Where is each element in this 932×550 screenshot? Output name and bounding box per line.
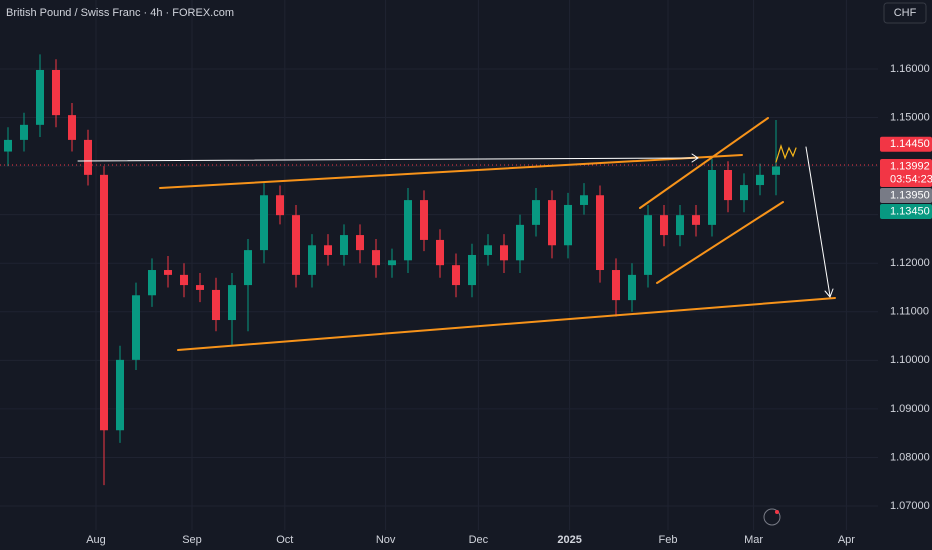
candle-body <box>292 215 300 275</box>
candle-body <box>308 245 316 275</box>
candle-body <box>676 215 684 236</box>
candle-body <box>756 174 764 186</box>
x-tick-label: Apr <box>838 534 855 546</box>
candle-body <box>660 215 668 236</box>
x-tick-label: Oct <box>276 534 293 546</box>
trend-line <box>159 154 743 189</box>
arrow-line <box>77 157 699 162</box>
candle-body <box>404 200 412 261</box>
candle-body <box>388 260 396 266</box>
price-tag <box>880 159 932 188</box>
y-tick-label: 1.07000 <box>890 500 930 512</box>
price-tag-label: 1.13950 <box>890 189 930 201</box>
price-tag <box>880 204 932 220</box>
x-tick-label: Feb <box>659 534 678 546</box>
candle-body <box>148 270 156 296</box>
trend-line <box>656 201 784 284</box>
x-tick-label: Mar <box>744 534 763 546</box>
candle-body <box>372 250 380 266</box>
arrow-head <box>691 153 699 163</box>
candle-body <box>260 195 268 251</box>
y-tick-label: 1.15000 <box>890 111 930 123</box>
candle-body <box>228 285 236 321</box>
currency-label[interactable]: CHF <box>894 7 917 19</box>
candle-body <box>340 235 348 255</box>
candle-body <box>20 124 28 140</box>
candle-body <box>436 239 444 266</box>
x-tick-label: Sep <box>182 534 202 546</box>
price-tag-label: 1.14450 <box>890 138 930 150</box>
currency-button[interactable] <box>883 2 927 24</box>
event-icon[interactable] <box>763 508 781 526</box>
arrow-head <box>824 288 834 298</box>
x-tick-label: Nov <box>376 534 396 546</box>
candle-body <box>420 200 428 240</box>
candle-body <box>84 139 92 175</box>
candle-body <box>548 200 556 246</box>
trend-line <box>177 297 836 351</box>
candle-body <box>212 289 220 321</box>
candle-body <box>628 274 636 301</box>
candle-body <box>36 69 44 125</box>
trend-line <box>639 117 769 209</box>
candle-body <box>772 166 780 175</box>
candle-body <box>644 215 652 275</box>
price-tag-sublabel: 03:54:23 <box>890 173 932 185</box>
price-tag-label: 1.13450 <box>890 205 930 217</box>
price-tag <box>880 136 932 152</box>
x-tick-label: Aug <box>86 534 106 546</box>
y-tick-label: 1.12000 <box>890 257 930 269</box>
price-axis: 1.07000 1.08000 1.09000 1.10000 1.11000 1.120… <box>880 63 932 512</box>
arrow-line <box>805 146 831 297</box>
event-dot <box>775 510 779 514</box>
price-tag-label: 1.13992 <box>890 160 930 172</box>
candle-body <box>116 359 124 431</box>
candle-body <box>356 235 364 251</box>
candle-body <box>4 139 12 152</box>
candle-body <box>324 245 332 255</box>
candle-body <box>100 174 108 431</box>
y-tick-label: 1.10000 <box>890 354 930 366</box>
y-tick-label: 1.11000 <box>890 306 929 318</box>
y-tick-label: 1.08000 <box>890 451 930 463</box>
projection <box>775 144 797 163</box>
candle-body <box>596 195 604 271</box>
x-tick-label: Dec <box>469 534 489 546</box>
x-tick-label: 2025 <box>557 534 581 546</box>
candle-body <box>740 185 748 201</box>
drawings <box>77 117 836 351</box>
candle-body <box>564 204 572 246</box>
time-axis: Aug Sep Oct Nov Dec 2025 Feb Mar Apr <box>86 534 855 546</box>
candle-body <box>708 169 716 225</box>
candle-body <box>516 224 524 261</box>
price-tag <box>880 188 932 204</box>
candle-body <box>276 195 284 216</box>
candle-body <box>484 245 492 255</box>
y-tick-label: 1.09000 <box>890 403 930 415</box>
candle-body <box>580 195 588 205</box>
candle-body <box>52 69 60 116</box>
candle-body <box>532 200 540 225</box>
candle-body <box>692 215 700 225</box>
candle-body <box>68 115 76 140</box>
candle-body <box>132 295 140 360</box>
candle-body <box>180 274 188 286</box>
candle-body <box>164 270 172 275</box>
chart-title: British Pound / Swiss Franc · 4h · FOREX… <box>6 7 234 19</box>
y-tick-label: 1.16000 <box>890 63 930 75</box>
candle-body <box>468 254 476 286</box>
candle-body <box>612 270 620 301</box>
candle-body <box>500 245 508 261</box>
candle-body <box>244 250 252 286</box>
candle-body <box>452 265 460 286</box>
candle-body <box>196 285 204 290</box>
candle-body <box>724 169 732 201</box>
candles <box>4 54 780 486</box>
